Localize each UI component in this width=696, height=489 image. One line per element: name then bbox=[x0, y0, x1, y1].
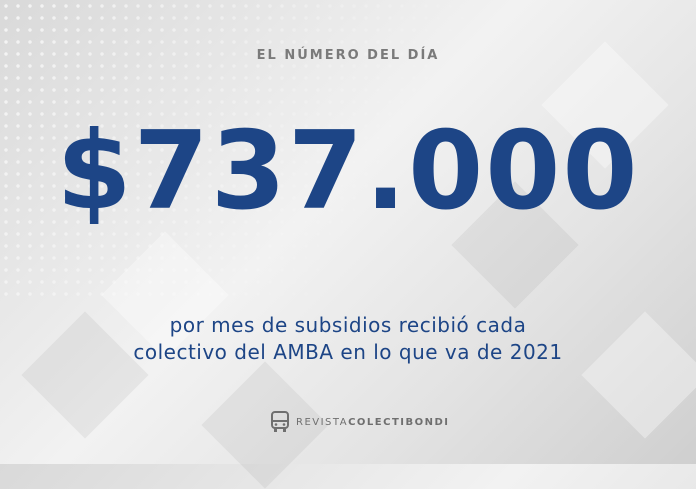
description-line: por mes de subsidios recibió cada bbox=[169, 313, 527, 337]
logo-text-light: REVISTA bbox=[296, 416, 349, 428]
dot-pattern bbox=[0, 0, 696, 300]
brand-logo: REVISTACOLECTIBONDI bbox=[270, 411, 450, 433]
description: por mes de subsidios recibió cada colect… bbox=[0, 312, 696, 366]
logo-text-bold: COLECTIBONDI bbox=[348, 416, 450, 428]
kicker-title: EL NÚMERO DEL DÍA bbox=[256, 48, 440, 63]
bus-icon bbox=[271, 411, 289, 432]
description-line: colectivo del AMBA en lo que va de 2021 bbox=[133, 340, 563, 364]
headline-number: $737.000 bbox=[56, 109, 640, 234]
